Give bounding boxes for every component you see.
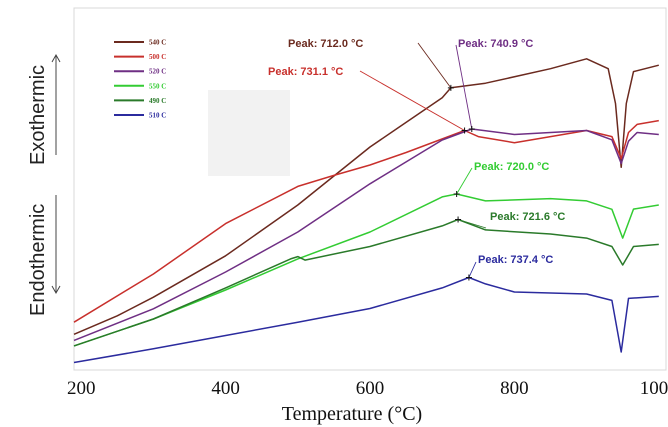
legend-label-490-c: 490 C (149, 97, 166, 105)
x-tick-label: 800 (500, 378, 529, 399)
x-tick-label: 200 (67, 378, 96, 399)
peak-label: Peak: 712.0 °C (288, 38, 363, 50)
peak-leader-line (417, 42, 452, 89)
x-axis-title: Temperature (°C) (282, 403, 422, 425)
series-line-490-c (73, 218, 659, 347)
peak-leader-line (456, 167, 473, 195)
peak-label: Peak: 731.1 °C (268, 66, 343, 78)
peak-leader-line (455, 44, 473, 130)
series-line-540-c (73, 58, 659, 335)
peak-leader-line (359, 70, 465, 131)
peak-label: Peak: 720.0 °C (474, 161, 549, 173)
peak-label: Peak: 721.6 °C (490, 211, 565, 223)
peak-label: Peak: 737.4 °C (478, 254, 553, 266)
peak-marker (465, 274, 472, 281)
peak-marker (468, 126, 475, 133)
series-line-510-c (73, 276, 659, 364)
legend-label-510-c: 510 C (149, 112, 166, 120)
plot-frame (73, 7, 667, 371)
x-axis-ticks: 200 400 600 800 1000 (67, 378, 668, 399)
peak-marker (455, 216, 462, 223)
series-line-550-c (73, 193, 659, 347)
series-line-520-c (73, 128, 659, 342)
legend: 540 C 500 C 520 C 550 C 490 C 510 C (114, 39, 166, 120)
peak-leader-line (457, 219, 487, 229)
peak-marker (461, 127, 468, 134)
legend-label-550-c: 550 C (149, 82, 166, 90)
peak-marker (447, 84, 454, 91)
legend-label-500-c: 500 C (149, 53, 166, 61)
blank-inset (208, 90, 290, 176)
exothermic-up-arrow (51, 53, 61, 155)
endothermic-down-arrow (51, 195, 61, 295)
x-tick-label: 600 (356, 378, 385, 399)
peak-leader-line (468, 261, 477, 278)
x-tick-label: 400 (211, 378, 240, 399)
exothermic-label: Exothermic (27, 65, 49, 165)
peak-label: Peak: 740.9 °C (458, 38, 533, 50)
annotation-layer: Peak: 712.0 °C Peak: 740.9 °C Peak: 731.1 … (268, 38, 565, 281)
series-layer (73, 58, 659, 364)
series-line-500-c (73, 119, 659, 323)
peak-marker (453, 190, 460, 197)
legend-label-540-c: 540 C (149, 39, 166, 47)
endothermic-label: Endothermic (27, 204, 49, 316)
legend-label-520-c: 520 C (149, 68, 166, 76)
x-tick-label: 1000 (640, 378, 668, 399)
